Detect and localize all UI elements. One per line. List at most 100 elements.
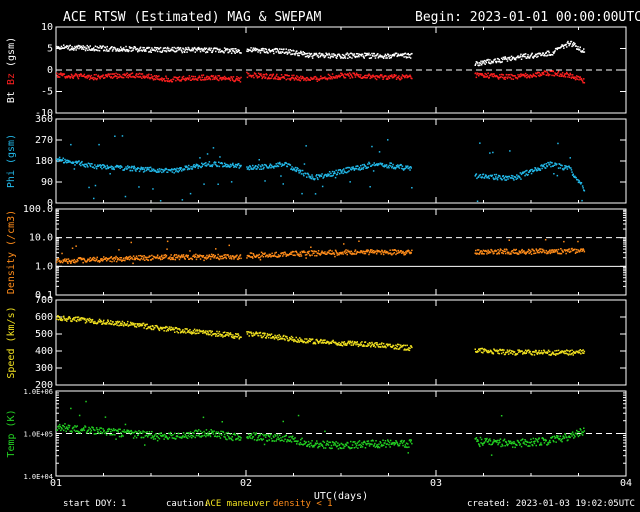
data-point-mag-bz bbox=[56, 72, 58, 75]
data-point-temp-temp bbox=[67, 424, 70, 427]
data-point-temp-temp bbox=[401, 439, 403, 442]
data-point-phi-phi bbox=[297, 170, 300, 172]
data-point-density-density bbox=[330, 253, 333, 255]
data-point-mag-bt bbox=[171, 46, 174, 49]
data-point-phi-phi bbox=[61, 159, 64, 162]
data-point-density-density bbox=[574, 252, 577, 254]
data-point-density-density bbox=[100, 259, 103, 262]
data-point-mag-bz bbox=[124, 74, 127, 77]
data-point-temp-temp bbox=[130, 429, 132, 432]
data-point-speed-speed bbox=[289, 337, 291, 339]
data-point-mag-bt bbox=[233, 48, 235, 50]
data-point-speed-speed bbox=[297, 339, 300, 342]
data-point-mag-bz bbox=[78, 75, 81, 77]
data-point-mag-bt bbox=[407, 56, 409, 59]
data-point-speed-speed bbox=[316, 338, 318, 341]
data-point-density-density bbox=[385, 252, 387, 254]
data-point-temp-temp bbox=[337, 448, 340, 450]
data-point-temp-temp bbox=[81, 428, 83, 430]
data-point-mag-bz bbox=[161, 80, 164, 82]
data-point-mag-bt bbox=[527, 56, 530, 58]
data-point-temp-temp bbox=[362, 441, 365, 444]
data-point-density-density bbox=[560, 248, 562, 250]
data-point-temp-temp bbox=[97, 432, 100, 434]
data-point-temp-temp bbox=[120, 432, 122, 434]
data-point-mag-bz bbox=[185, 77, 187, 79]
data-point-mag-bt bbox=[269, 50, 271, 52]
data-point-speed-speed bbox=[313, 341, 315, 344]
data-point-density-density bbox=[116, 257, 118, 259]
data-point-temp-temp bbox=[347, 442, 349, 444]
data-point-phi-phi bbox=[117, 165, 119, 167]
data-point-mag-bt bbox=[397, 54, 399, 57]
data-point-mag-bt bbox=[198, 48, 201, 50]
data-point-mag-bz bbox=[232, 76, 235, 78]
data-point-phi-phi bbox=[346, 166, 348, 169]
data-point-mag-bt bbox=[157, 47, 159, 49]
data-point-speed-speed bbox=[139, 324, 141, 327]
data-point-phi-phi bbox=[347, 171, 349, 173]
data-point-mag-bt bbox=[523, 55, 525, 58]
data-point-mag-bt bbox=[508, 58, 510, 60]
data-point-mag-bz bbox=[486, 75, 489, 77]
data-point-mag-bt bbox=[522, 53, 525, 56]
data-point-phi-phi bbox=[192, 166, 194, 168]
data-point-mag-bz bbox=[477, 73, 479, 75]
data-point-mag-bt bbox=[68, 45, 70, 47]
data-point-speed-speed bbox=[368, 344, 370, 346]
data-point-mag-bt bbox=[385, 55, 388, 57]
data-point-temp-temp bbox=[378, 443, 380, 445]
data-point-density-density bbox=[525, 252, 527, 255]
data-point-temp-temp bbox=[317, 446, 319, 449]
data-point-temp-temp bbox=[301, 437, 303, 440]
data-point-mag-bt bbox=[567, 42, 570, 45]
data-point-phi-phi bbox=[64, 158, 66, 161]
data-point-phi-phi bbox=[264, 180, 266, 182]
data-point-mag-bt bbox=[324, 56, 326, 58]
data-point-speed-speed bbox=[336, 344, 338, 346]
data-point-temp-temp bbox=[124, 431, 126, 433]
data-point-mag-bz bbox=[391, 77, 394, 79]
data-point-mag-bz bbox=[278, 77, 280, 79]
data-point-temp-temp bbox=[296, 443, 298, 445]
data-point-mag-bz bbox=[149, 77, 151, 80]
data-point-mag-bt bbox=[405, 55, 407, 58]
data-point-mag-bz bbox=[76, 75, 78, 77]
data-point-phi-phi bbox=[80, 161, 83, 164]
data-point-speed-speed bbox=[402, 344, 405, 346]
data-point-mag-bt bbox=[247, 50, 249, 53]
data-point-mag-bz bbox=[250, 76, 253, 78]
data-point-density-density bbox=[194, 255, 196, 258]
data-point-phi-phi bbox=[537, 168, 540, 170]
data-point-mag-bz bbox=[115, 72, 117, 75]
data-point-mag-bz bbox=[178, 79, 180, 81]
data-point-mag-bz bbox=[295, 78, 297, 80]
data-point-phi-phi bbox=[320, 175, 323, 177]
data-point-density-density bbox=[335, 250, 337, 253]
data-point-phi-phi bbox=[125, 166, 127, 168]
data-point-phi-phi bbox=[74, 164, 76, 166]
data-point-mag-bz bbox=[112, 76, 115, 78]
data-point-mag-bt bbox=[190, 49, 192, 52]
data-point-density-density bbox=[249, 255, 251, 258]
data-point-mag-bt bbox=[334, 54, 337, 57]
data-point-density-density bbox=[266, 254, 269, 257]
data-point-mag-bt bbox=[155, 48, 158, 51]
data-point-mag-bz bbox=[190, 79, 192, 81]
data-point-density-density bbox=[158, 256, 161, 258]
data-point-mag-bz bbox=[395, 78, 398, 80]
data-point-speed-speed bbox=[135, 326, 138, 328]
data-point-mag-bt bbox=[138, 50, 141, 52]
data-point-mag-bz bbox=[530, 75, 533, 77]
data-point-mag-bt bbox=[560, 45, 563, 48]
data-point-phi-phi bbox=[93, 167, 96, 169]
data-point-speed-speed bbox=[139, 323, 142, 325]
data-point-temp-temp bbox=[411, 442, 413, 445]
data-point-speed-speed bbox=[277, 338, 279, 341]
data-point-mag-bt bbox=[97, 49, 99, 52]
data-point-density-density bbox=[364, 252, 367, 255]
data-point-mag-bt bbox=[210, 47, 212, 50]
data-point-phi-phi bbox=[566, 168, 569, 170]
data-point-speed-speed bbox=[262, 335, 265, 338]
data-point-temp-temp bbox=[217, 431, 219, 433]
